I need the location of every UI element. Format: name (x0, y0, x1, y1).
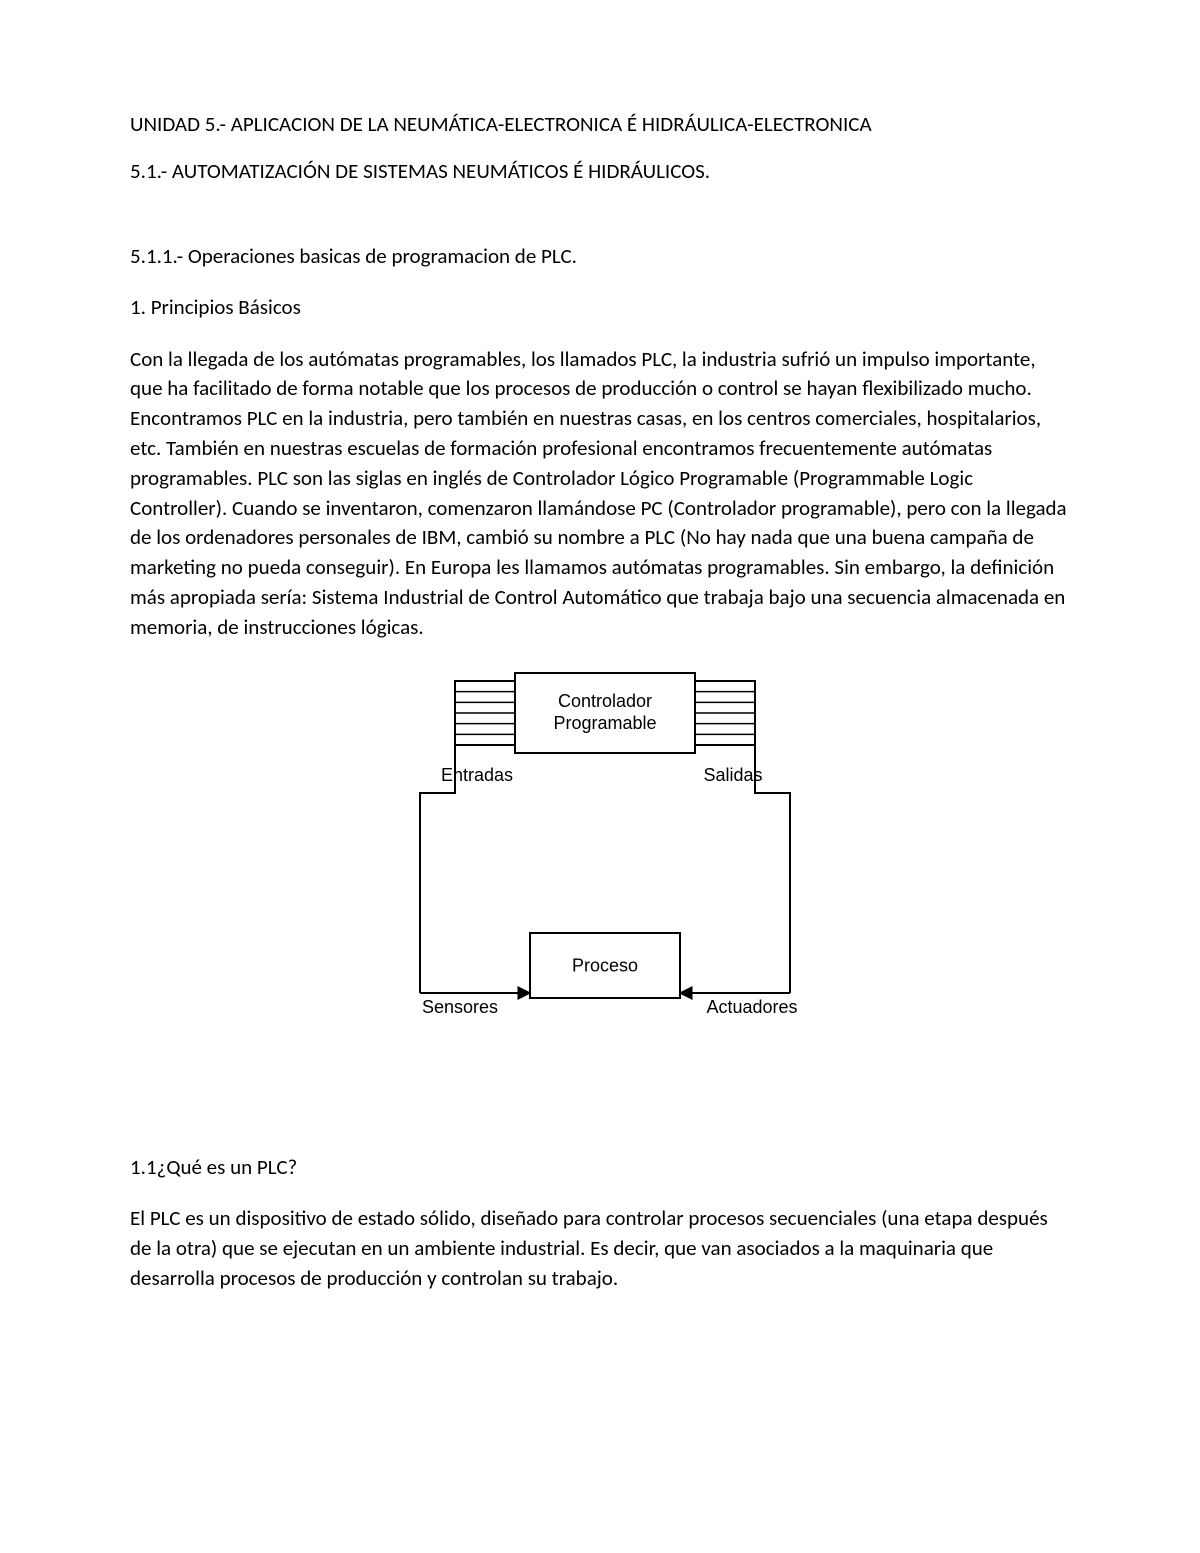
svg-text:Sensores: Sensores (422, 997, 498, 1017)
chapter-title: 5.1.- AUTOMATIZACIÓN DE SISTEMAS NEUMÁTI… (130, 157, 1070, 186)
svg-text:Programable: Programable (553, 713, 656, 733)
unit-title: UNIDAD 5.- APLICACION DE LA NEUMÁTICA-EL… (130, 110, 1070, 139)
paragraph-intro: Con la llegada de los autómatas programa… (130, 345, 1070, 643)
svg-text:Salidas: Salidas (703, 765, 762, 785)
svg-text:Controlador: Controlador (558, 691, 652, 711)
plc-block-diagram: ControladorProgramable Proceso Entradas Sal… (340, 663, 860, 1043)
principles-heading: 1. Principios Básicos (130, 293, 1070, 322)
section-5-1-1-title: 5.1.1.- Operaciones basicas de programac… (130, 242, 1070, 271)
question-1-1-heading: 1.1¿Qué es un PLC? (130, 1153, 1070, 1182)
svg-text:Entradas: Entradas (441, 765, 513, 785)
svg-text:Actuadores: Actuadores (706, 997, 797, 1017)
paragraph-what-is-plc: El PLC es un dispositivo de estado sólid… (130, 1204, 1070, 1293)
plc-diagram-container: ControladorProgramable Proceso Entradas Sal… (130, 663, 1070, 1043)
document-page: UNIDAD 5.- APLICACION DE LA NEUMÁTICA-EL… (0, 0, 1200, 1553)
svg-text:Proceso: Proceso (572, 955, 638, 975)
